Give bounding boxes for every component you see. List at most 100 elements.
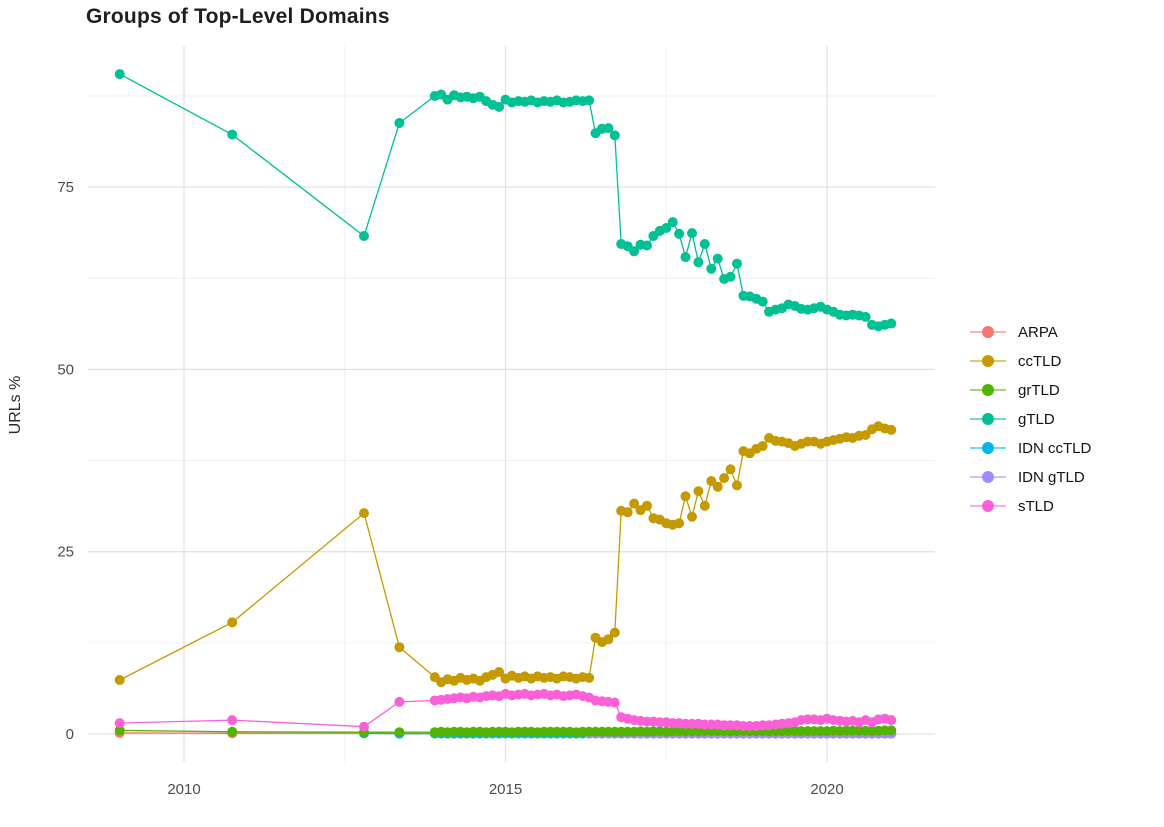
data-point-stld — [359, 721, 369, 732]
chart-title: Groups of Top-Level Domains — [86, 5, 390, 28]
data-point-cctld — [584, 672, 595, 683]
data-point-gtld — [860, 311, 871, 322]
data-point-gtld — [584, 95, 595, 106]
data-point-stld — [609, 697, 620, 708]
data-point-cctld — [114, 675, 125, 685]
data-point-cctld — [719, 473, 730, 484]
data-point-gtld — [359, 231, 369, 241]
data-point-cctld — [629, 498, 640, 509]
legend-key-icon — [970, 499, 1006, 513]
data-point-gtld — [603, 123, 614, 134]
data-point-grtld — [227, 726, 238, 737]
legend-label: ARPA — [1018, 323, 1058, 341]
data-point-gtld — [394, 118, 405, 128]
data-point-gtld — [757, 296, 768, 307]
data-point-gtld — [661, 223, 672, 233]
legend-label: ccTLD — [1018, 352, 1062, 370]
legend-key-dot — [982, 442, 994, 454]
y-tick-label: 50 — [57, 361, 74, 378]
data-point-cctld — [680, 491, 691, 502]
data-point-gtld — [706, 263, 717, 274]
legend-key-icon — [970, 383, 1006, 397]
data-point-gtld — [712, 253, 723, 264]
legend-key-dot — [982, 326, 994, 338]
legend-item-cctld: ccTLD — [970, 349, 1091, 373]
data-point-cctld — [725, 464, 736, 475]
legend-key-dot — [982, 500, 994, 512]
data-point-gtld — [642, 240, 652, 251]
data-point-gtld — [609, 130, 620, 141]
y-tick-label: 0 — [66, 726, 74, 743]
data-point-cctld — [494, 667, 505, 677]
data-point-cctld — [622, 507, 633, 518]
data-point-gtld — [494, 101, 505, 112]
data-point-gtld — [693, 257, 704, 268]
legend-key-icon — [970, 412, 1006, 426]
data-point-cctld — [674, 518, 685, 529]
data-point-stld — [886, 715, 897, 726]
data-point-gtld — [725, 271, 736, 282]
data-point-gtld — [687, 228, 697, 239]
data-point-cctld — [394, 642, 405, 653]
data-point-cctld — [642, 500, 652, 511]
series-grtld — [114, 725, 897, 738]
data-point-grtld — [394, 727, 405, 738]
data-point-grtld — [114, 725, 125, 736]
legend-label: IDN gTLD — [1018, 468, 1085, 486]
legend-label: grTLD — [1018, 381, 1060, 399]
data-point-cctld — [609, 627, 620, 638]
data-point-cctld — [227, 617, 238, 628]
series-stld — [114, 688, 897, 732]
data-point-gtld — [680, 252, 691, 263]
legend-key-icon — [970, 354, 1006, 368]
data-point-cctld — [359, 508, 369, 519]
legend-item-idn-cctld: IDN ccTLD — [970, 436, 1091, 460]
grid-major — [88, 46, 935, 762]
legend-key-icon — [970, 325, 1006, 339]
legend-item-gtld: gTLD — [970, 407, 1091, 431]
data-point-gtld — [886, 318, 897, 329]
legend-key-icon — [970, 470, 1006, 484]
data-point-stld — [114, 718, 125, 729]
y-axis-title: URLs % — [7, 375, 24, 435]
data-point-cctld — [603, 634, 614, 645]
x-tick-label: 2015 — [489, 781, 522, 798]
data-point-gtld — [667, 217, 678, 228]
series-gtld — [114, 69, 897, 332]
legend-label: IDN ccTLD — [1018, 439, 1092, 457]
y-tick-label: 25 — [57, 544, 74, 561]
x-tick-label: 2010 — [167, 781, 200, 798]
data-point-cctld — [886, 424, 897, 435]
legend: ARPA ccTLD grTLD gTLD IDN ccTLD IDN gTLD sTLD — [970, 320, 1091, 518]
axis-tick-labels: 0 25 50 75 2010 2015 2020 — [57, 179, 843, 798]
data-point-gtld — [114, 69, 125, 80]
legend-label: gTLD — [1018, 410, 1055, 428]
data-point-cctld — [860, 430, 871, 440]
y-tick-label: 75 — [57, 179, 74, 196]
data-point-cctld — [699, 500, 710, 511]
legend-item-idn-gtld: IDN gTLD — [970, 465, 1091, 489]
legend-item-grtld: grTLD — [970, 378, 1091, 402]
data-point-grtld — [886, 725, 897, 736]
data-point-gtld — [629, 246, 640, 257]
data-point-cctld — [706, 476, 717, 486]
legend-key-dot — [982, 355, 994, 367]
data-point-stld — [394, 696, 405, 707]
series-cctld — [114, 421, 897, 688]
legend-label: sTLD — [1018, 497, 1054, 515]
legend-item-stld: sTLD — [970, 494, 1091, 518]
data-point-gtld — [699, 239, 710, 249]
legend-key-icon — [970, 441, 1006, 455]
data-point-cctld — [712, 481, 723, 492]
legend-item-arpa: ARPA — [970, 320, 1091, 344]
data-point-gtld — [227, 129, 238, 140]
data-point-stld — [227, 715, 238, 726]
data-point-cctld — [732, 480, 742, 491]
data-point-gtld — [732, 258, 742, 269]
data-point-gtld — [674, 228, 685, 239]
data-point-cctld — [687, 511, 697, 522]
data-point-cctld — [757, 441, 768, 451]
x-tick-label: 2020 — [810, 781, 843, 798]
grid-minor — [88, 46, 935, 762]
